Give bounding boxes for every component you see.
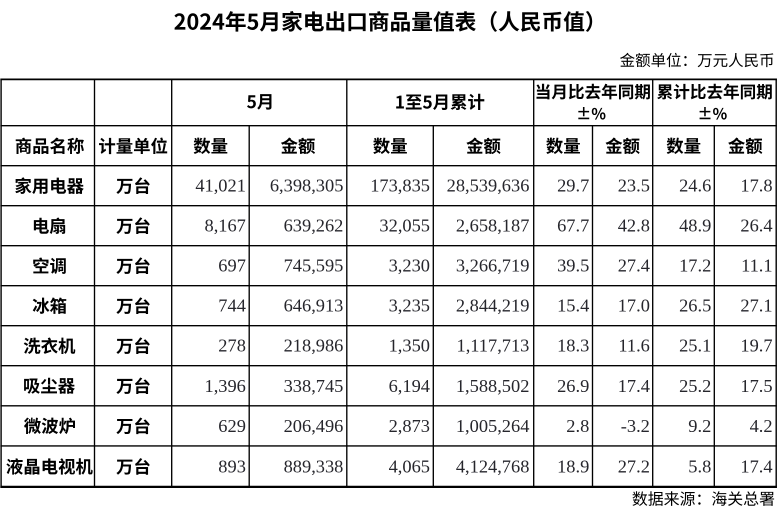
svg-text:2,844,219: 2,844,219 xyxy=(456,296,530,316)
svg-text:3,266,719: 3,266,719 xyxy=(456,256,530,276)
svg-text:5.8: 5.8 xyxy=(688,456,711,476)
svg-text:23.5: 23.5 xyxy=(618,176,650,196)
svg-text:26.5: 26.5 xyxy=(679,296,711,316)
svg-text:27.1: 27.1 xyxy=(740,296,772,316)
svg-text:744: 744 xyxy=(218,296,246,316)
svg-text:2.8: 2.8 xyxy=(566,416,589,436)
svg-text:15.4: 15.4 xyxy=(557,296,589,316)
svg-text:17.4: 17.4 xyxy=(618,376,650,396)
svg-text:639,262: 639,262 xyxy=(284,216,344,236)
svg-text:8,167: 8,167 xyxy=(205,216,246,236)
svg-text:1,588,502: 1,588,502 xyxy=(456,376,530,396)
svg-text:-3.2: -3.2 xyxy=(621,416,650,436)
svg-text:11.1: 11.1 xyxy=(741,256,773,276)
svg-text:745,595: 745,595 xyxy=(284,256,344,276)
svg-text:28,539,636: 28,539,636 xyxy=(447,176,530,196)
svg-text:218,986: 218,986 xyxy=(284,336,344,356)
svg-text:32,055: 32,055 xyxy=(379,216,430,236)
svg-text:4,065: 4,065 xyxy=(389,456,430,476)
svg-text:6,194: 6,194 xyxy=(389,376,430,396)
svg-text:17.2: 17.2 xyxy=(679,256,711,276)
svg-text:17.4: 17.4 xyxy=(740,456,772,476)
svg-text:1,117,713: 1,117,713 xyxy=(457,336,530,356)
svg-text:893: 893 xyxy=(218,456,246,476)
svg-text:6,398,305: 6,398,305 xyxy=(270,176,344,196)
svg-text:67.7: 67.7 xyxy=(557,216,589,236)
svg-text:24.6: 24.6 xyxy=(679,176,711,196)
svg-text:27.2: 27.2 xyxy=(618,456,650,476)
svg-text:1,005,264: 1,005,264 xyxy=(456,416,530,436)
svg-text:629: 629 xyxy=(218,416,246,436)
svg-text:29.7: 29.7 xyxy=(557,176,589,196)
svg-text:27.4: 27.4 xyxy=(618,256,650,276)
svg-text:17.5: 17.5 xyxy=(740,376,772,396)
svg-text:19.7: 19.7 xyxy=(740,336,772,356)
svg-text:17.0: 17.0 xyxy=(618,296,650,316)
svg-text:2,658,187: 2,658,187 xyxy=(456,216,530,236)
svg-text:48.9: 48.9 xyxy=(679,216,711,236)
svg-text:173,835: 173,835 xyxy=(370,176,430,196)
svg-text:2,873: 2,873 xyxy=(389,416,430,436)
svg-text:206,496: 206,496 xyxy=(284,416,344,436)
svg-text:17.8: 17.8 xyxy=(740,176,772,196)
svg-text:25.2: 25.2 xyxy=(679,376,711,396)
svg-text:26.4: 26.4 xyxy=(740,216,772,236)
svg-text:3,235: 3,235 xyxy=(389,296,430,316)
svg-text:1,350: 1,350 xyxy=(389,336,430,356)
svg-text:41,021: 41,021 xyxy=(195,176,246,196)
svg-text:3,230: 3,230 xyxy=(389,256,430,276)
svg-text:646,913: 646,913 xyxy=(284,296,344,316)
svg-text:39.5: 39.5 xyxy=(557,256,589,276)
svg-text:26.9: 26.9 xyxy=(557,376,589,396)
svg-text:697: 697 xyxy=(218,256,246,276)
svg-text:1,396: 1,396 xyxy=(205,376,246,396)
svg-text:9.2: 9.2 xyxy=(688,416,711,436)
svg-text:25.1: 25.1 xyxy=(679,336,711,356)
svg-text:4,124,768: 4,124,768 xyxy=(456,456,530,476)
svg-text:42.8: 42.8 xyxy=(618,216,650,236)
svg-text:18.9: 18.9 xyxy=(557,456,589,476)
svg-text:278: 278 xyxy=(218,336,246,356)
svg-text:18.3: 18.3 xyxy=(557,336,589,356)
svg-text:889,338: 889,338 xyxy=(284,456,344,476)
svg-text:338,745: 338,745 xyxy=(284,376,344,396)
svg-text:11.6: 11.6 xyxy=(618,336,650,356)
svg-text:4.2: 4.2 xyxy=(750,416,773,436)
